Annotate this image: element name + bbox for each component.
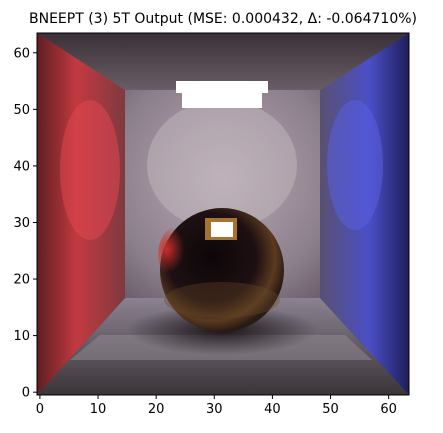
y-tick-label: 0 — [22, 386, 30, 401]
ceiling — [37, 33, 409, 90]
right-wall-glow — [327, 100, 383, 230]
x-tick-label: 40 — [264, 402, 281, 417]
y-tick-label: 10 — [13, 329, 30, 344]
y-axis: 0 10 20 30 40 50 60 — [13, 46, 37, 401]
x-tick-label: 60 — [380, 402, 397, 417]
ceiling-light — [176, 81, 268, 93]
chart-title: BNEEPT (3) 5T Output (MSE: 0.000432, Δ: … — [29, 11, 417, 27]
y-tick-label: 40 — [13, 159, 30, 174]
y-tick-label: 20 — [13, 273, 30, 288]
y-tick-label: 50 — [13, 103, 30, 118]
sphere-highlight — [211, 222, 233, 237]
x-tick-label: 10 — [90, 402, 107, 417]
ceiling-light-lower — [182, 93, 262, 108]
y-tick-label: 30 — [13, 216, 30, 231]
sphere-rim — [164, 282, 280, 318]
left-wall-glow — [60, 100, 120, 240]
x-tick-label: 50 — [322, 402, 339, 417]
x-tick-label: 20 — [148, 402, 165, 417]
axes-frame — [36, 32, 410, 396]
x-tick-label: 0 — [36, 402, 44, 417]
y-tick-label: 60 — [13, 46, 30, 61]
rendered-image — [37, 33, 409, 395]
back-wall-glow — [147, 100, 297, 230]
x-tick-label: 30 — [206, 402, 223, 417]
x-axis: 0 10 20 30 40 50 60 — [36, 395, 397, 417]
sphere-red-reflection — [158, 225, 202, 285]
